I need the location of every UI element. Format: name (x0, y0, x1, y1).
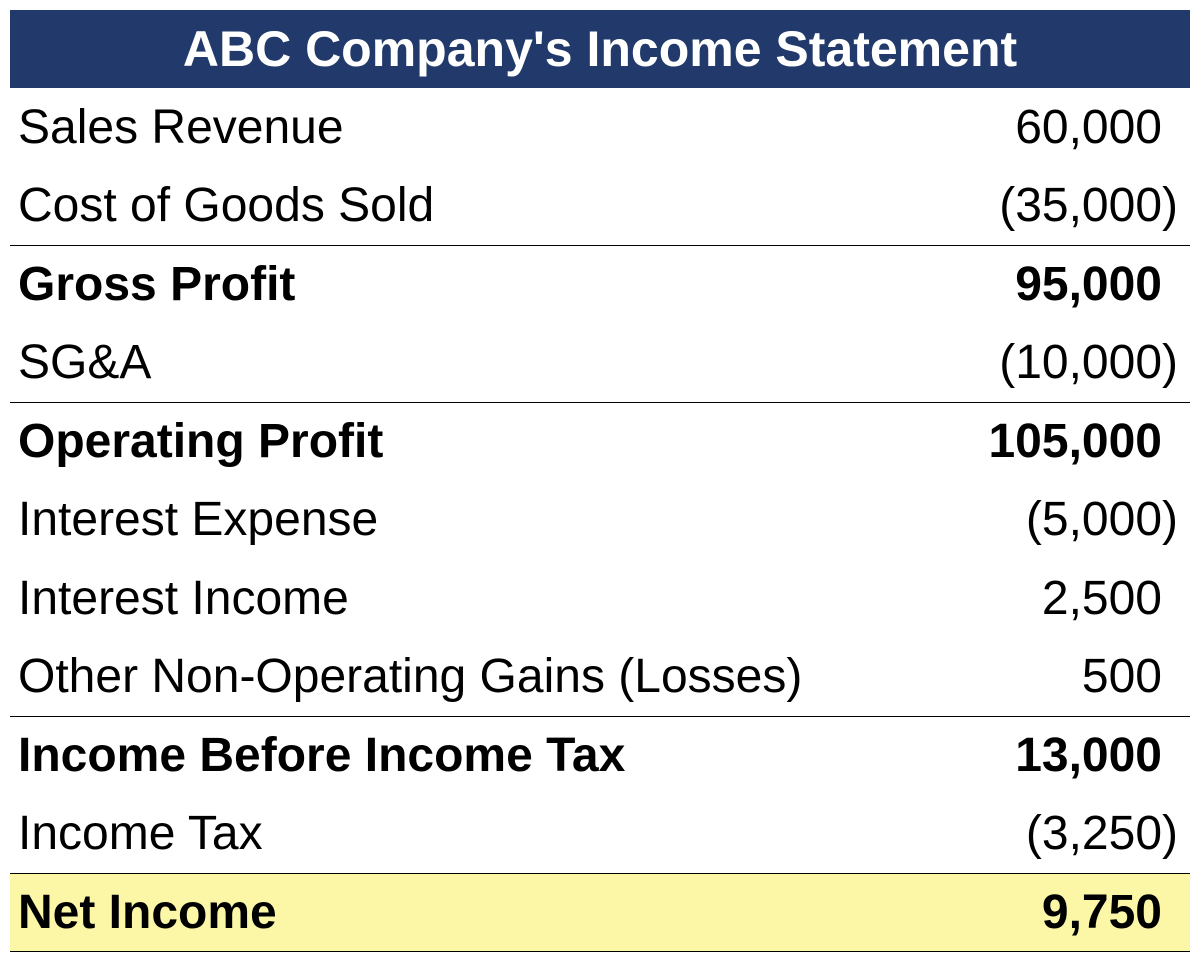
row-label: Interest Expense (18, 493, 379, 547)
row-gross-profit: Gross Profit 95,000 (10, 245, 1190, 324)
row-label: Interest Income (18, 571, 349, 625)
row-label: Sales Revenue (18, 100, 344, 154)
row-sga: SG&A (10,000) (10, 324, 1190, 403)
row-label: Other Non-Operating Gains (Losses) (18, 650, 803, 704)
row-operating-profit: Operating Profit 105,000 (10, 402, 1190, 481)
row-value: 60,000 (1015, 100, 1162, 154)
row-value: 9,750 (1041, 885, 1162, 939)
row-label: Cost of Goods Sold (18, 179, 435, 233)
row-value: 105,000 (988, 415, 1162, 469)
income-statement: ABC Company's Income Statement Sales Rev… (10, 10, 1190, 952)
row-label: Operating Profit (18, 415, 384, 469)
row-label: Net Income (18, 885, 277, 939)
row-value: (10,000) (999, 336, 1178, 390)
row-value: (3,250) (1025, 807, 1178, 861)
row-label: Income Before Income Tax (18, 729, 626, 783)
row-label: Gross Profit (18, 258, 296, 312)
row-value: 95,000 (1015, 258, 1162, 312)
title-bar: ABC Company's Income Statement (10, 10, 1190, 88)
row-label: SG&A (18, 336, 152, 390)
row-value: 13,000 (1015, 729, 1162, 783)
row-income-tax: Income Tax (3,250) (10, 795, 1190, 874)
row-interest-income: Interest Income 2,500 (10, 559, 1190, 638)
row-sales-revenue: Sales Revenue 60,000 (10, 88, 1190, 167)
row-interest-expense: Interest Expense (5,000) (10, 481, 1190, 560)
row-value: 500 (1081, 650, 1162, 704)
statement-title: ABC Company's Income Statement (182, 21, 1018, 77)
row-cost-of-goods-sold: Cost of Goods Sold (35,000) (10, 167, 1190, 246)
row-value: (35,000) (999, 179, 1178, 233)
row-other-non-operating: Other Non-Operating Gains (Losses) 500 (10, 638, 1190, 717)
row-income-before-tax: Income Before Income Tax 13,000 (10, 716, 1190, 795)
row-value: (5,000) (1025, 493, 1178, 547)
row-value: 2,500 (1041, 571, 1162, 625)
row-net-income: Net Income 9,750 (10, 873, 1190, 952)
row-label: Income Tax (18, 807, 263, 861)
